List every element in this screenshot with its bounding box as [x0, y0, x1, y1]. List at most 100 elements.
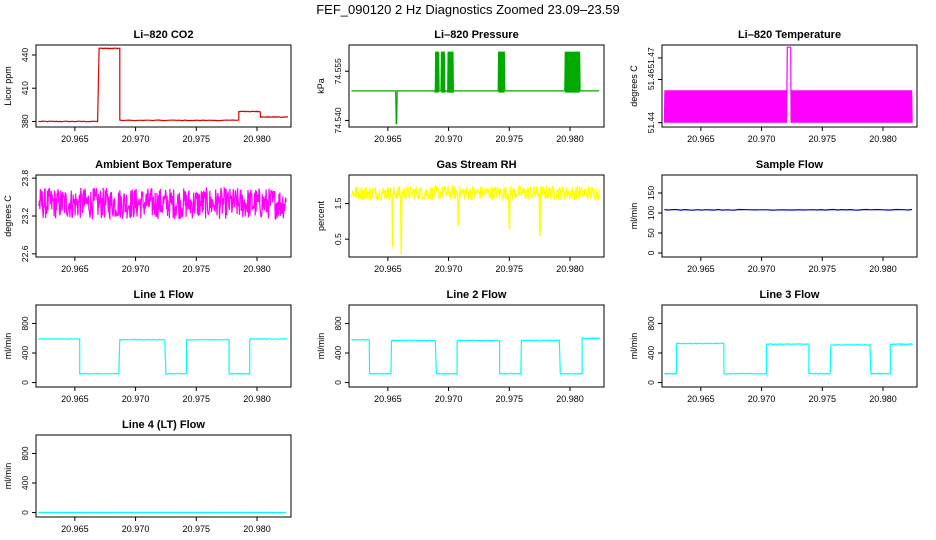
x-tick-label: 20.970	[435, 264, 463, 274]
x-tick-label: 20.975	[183, 524, 211, 534]
x-tick-label: 20.980	[243, 524, 271, 534]
x-tick-label: 20.980	[556, 264, 584, 274]
x-tick-label: 20.965	[374, 394, 402, 404]
chart-panel: Ambient Box Temperature degrees C 22.6 23.2…	[3, 159, 292, 274]
series-line	[664, 342, 914, 375]
chart-title: Line 1 Flow	[134, 289, 194, 301]
chart-title: Li–820 Pressure	[434, 29, 518, 41]
x-tick-label: 20.975	[183, 394, 211, 404]
y-axis-label: kPa	[316, 78, 326, 94]
y-axis-label: ml/min	[3, 333, 13, 360]
y-tick-label: 400	[333, 346, 343, 360]
x-tick-label: 20.970	[748, 264, 776, 274]
plot-frame	[661, 304, 918, 388]
plot-frame	[35, 304, 292, 388]
x-tick-label: 20.965	[374, 264, 402, 274]
y-tick-label: 0	[20, 380, 30, 385]
y-tick-label: 0.5	[333, 233, 343, 245]
y-tick-label: 22.6	[20, 245, 30, 262]
chart-title: Line 3 Flow	[760, 289, 820, 301]
x-tick-label: 20.980	[556, 394, 584, 404]
y-tick-label: 51.44	[646, 112, 656, 134]
y-axis-label: ml/min	[629, 203, 639, 230]
chart-panel: Line 1 Flow ml/min 0 400 800 20.965 20.970 20.9…	[3, 289, 292, 404]
x-tick-label: 20.965	[374, 134, 402, 144]
x-tick-label: 20.965	[61, 264, 89, 274]
x-tick-label: 20.980	[869, 394, 897, 404]
y-axis-label: ml/min	[316, 333, 326, 360]
x-tick-label: 20.975	[496, 264, 524, 274]
x-tick-label: 20.980	[869, 134, 897, 144]
chart-title: Gas Stream RH	[436, 159, 516, 171]
x-tick-label: 20.970	[435, 134, 463, 144]
x-tick-label: 20.970	[748, 134, 776, 144]
x-tick-label: 20.970	[122, 134, 150, 144]
x-tick-label: 20.980	[243, 264, 271, 274]
plot-frame	[35, 174, 292, 258]
y-tick-label: 800	[20, 316, 30, 330]
x-tick-label: 20.965	[687, 394, 715, 404]
y-axis-label: ml/min	[629, 333, 639, 360]
plot-frame	[661, 174, 918, 258]
y-tick-label: 440	[20, 48, 30, 62]
y-tick-label: 150	[646, 186, 656, 200]
series-line	[664, 208, 913, 211]
x-tick-label: 20.980	[243, 134, 271, 144]
chart-panel: Li–820 CO2 Licor ppm 380 410 440 20.965 20.970…	[3, 29, 292, 144]
chart-panel: Line 3 Flow ml/min 0 400 800 20.965 20.970 20.9…	[629, 289, 918, 404]
y-tick-label: 800	[20, 446, 30, 460]
series-line	[663, 46, 913, 123]
chart-title: Sample Flow	[756, 159, 824, 171]
chart-title: Line 2 Flow	[447, 289, 507, 301]
plot-frame	[348, 174, 605, 258]
y-tick-label: 0	[646, 250, 656, 255]
x-tick-label: 20.975	[183, 264, 211, 274]
page-title: FEF_090120 2 Hz Diagnostics Zoomed 23.09…	[316, 2, 620, 17]
x-tick-label: 20.965	[687, 134, 715, 144]
y-tick-label: 23.8	[20, 170, 30, 187]
y-tick-label: 51.47	[646, 47, 656, 69]
chart-title: Line 4 (LT) Flow	[122, 419, 205, 431]
x-tick-label: 20.970	[435, 394, 463, 404]
y-axis-label: degrees C	[629, 65, 639, 107]
y-axis-label: percent	[316, 200, 326, 231]
x-tick-label: 20.975	[809, 394, 837, 404]
y-tick-label: 74.540	[333, 107, 343, 133]
y-tick-label: 0	[20, 510, 30, 515]
y-tick-label: 380	[20, 114, 30, 128]
x-tick-label: 20.970	[748, 394, 776, 404]
x-tick-label: 20.975	[809, 264, 837, 274]
plot-frame	[35, 44, 292, 128]
chart-title: Li–820 CO2	[134, 29, 194, 41]
y-axis-label: degrees C	[3, 195, 13, 237]
chart-panel: Gas Stream RH percent 0.5 1.5 20.965 20.970 20…	[316, 159, 605, 274]
y-tick-label: 1.5	[333, 197, 343, 209]
series-line	[351, 51, 600, 125]
plot-frame	[348, 44, 605, 128]
y-tick-label: 400	[20, 346, 30, 360]
chart-panel: Li–820 Pressure kPa 74.540 74.555 20.965 20.9…	[316, 29, 605, 144]
y-tick-label: 0	[333, 380, 343, 385]
x-tick-label: 20.965	[687, 264, 715, 274]
x-tick-label: 20.965	[61, 394, 89, 404]
plot-frame	[348, 304, 605, 388]
series-line	[38, 186, 287, 221]
y-tick-label: 74.555	[333, 58, 343, 84]
x-tick-label: 20.975	[496, 394, 524, 404]
y-tick-label: 51.46	[646, 69, 656, 91]
series-line	[350, 184, 600, 254]
y-axis-label: ml/min	[3, 463, 13, 490]
chart-title: Li–820 Temperature	[738, 29, 841, 41]
x-tick-label: 20.980	[556, 134, 584, 144]
x-tick-label: 20.980	[869, 264, 897, 274]
y-tick-label: 0	[646, 380, 656, 385]
x-tick-label: 20.965	[61, 134, 89, 144]
x-tick-label: 20.980	[243, 394, 271, 404]
y-tick-label: 410	[20, 81, 30, 95]
x-tick-label: 20.975	[809, 134, 837, 144]
y-tick-label: 400	[646, 346, 656, 360]
y-tick-label: 800	[333, 316, 343, 330]
chart-panel: Line 4 (LT) Flow ml/min 0 400 800 20.965 20.97…	[3, 419, 292, 534]
series-line	[351, 337, 601, 375]
